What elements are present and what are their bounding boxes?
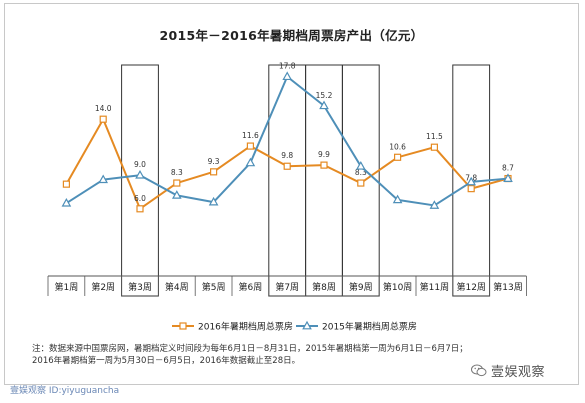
data-point-2015	[392, 194, 403, 204]
data-label-2016: 14.0	[95, 104, 112, 113]
data-label-2016: 8.3	[355, 168, 367, 177]
data-point-2016	[62, 180, 71, 188]
data-point-2015	[135, 169, 145, 179]
data-label-2015: 15.2	[316, 91, 333, 100]
x-tick-label: 第1周	[55, 281, 79, 293]
highlight-box-第9周	[341, 64, 380, 297]
footer-account: 壹娱观察 ID:yiyuguancha	[10, 386, 120, 396]
x-tick-label: 第9周	[349, 281, 373, 293]
data-point-2015	[245, 157, 256, 167]
highlight-box-第3周	[121, 64, 159, 297]
x-tick-label: 第12周	[456, 281, 485, 293]
data-label-2016: 9.3	[208, 157, 220, 166]
data-point-2016	[467, 185, 475, 193]
data-point-2016	[320, 161, 328, 169]
x-tick-label: 第7周	[275, 281, 299, 293]
data-point-2016	[99, 115, 107, 123]
data-point-2015	[429, 200, 440, 209]
chart-frame: 2015年－2016年暑期档周票房产出（亿元）	[4, 3, 579, 385]
data-label-2016: 11.6	[242, 131, 259, 140]
data-point-2016	[357, 179, 365, 187]
wechat-icon	[471, 364, 487, 377]
legend-label-1: 2015年暑期档周总票房	[322, 321, 417, 333]
data-point-2016	[430, 143, 438, 151]
data-label-2016: 9.8	[281, 151, 293, 160]
x-tick-label: 第6周	[239, 281, 263, 293]
data-label-2016: 9.9	[318, 150, 330, 159]
data-label-2015: 9.0	[134, 160, 146, 169]
data-point-2016	[394, 153, 402, 161]
chart-title: 2015年－2016年暑期档周票房产出（亿元）	[159, 28, 424, 43]
legend-marker-2016	[179, 322, 187, 330]
x-tick-label: 第8周	[312, 281, 336, 293]
x-tick-label: 第2周	[91, 281, 115, 293]
data-point-2016	[246, 142, 254, 150]
x-tick-label: 第5周	[202, 281, 226, 293]
data-label-2016: 6.0	[134, 194, 146, 203]
data-point-2016	[283, 162, 291, 170]
data-point-2016	[173, 179, 181, 187]
footnote-line-2: 2016年暑期档第一周为5月30日－6月5日，2016年数据截止至28日。	[32, 356, 301, 366]
data-point-2015	[208, 196, 219, 206]
data-point-2015	[466, 176, 477, 186]
x-tick-label: 第3周	[128, 281, 152, 293]
highlight-box-第7周	[268, 64, 307, 297]
data-point-2015	[503, 173, 513, 182]
watermark-text: 壹娱观察	[491, 365, 546, 380]
x-tick-label: 第4周	[165, 281, 189, 293]
data-point-2015	[319, 100, 329, 110]
legend-label-0: 2016年暑期档周总票房	[198, 321, 293, 333]
legend-marker-2015	[302, 320, 312, 330]
data-point-2015	[282, 71, 293, 81]
watermark: 壹娱观察	[471, 361, 545, 380]
x-tick-label: 第10周	[383, 281, 412, 293]
data-label-2016: 8.3	[171, 168, 183, 177]
data-point-2015	[61, 197, 72, 207]
data-label-2016: 10.6	[389, 142, 406, 151]
data-label-2015: 17.8	[279, 62, 296, 71]
x-tick-label: 第13周	[493, 281, 522, 293]
data-point-2016	[210, 168, 218, 176]
footnote-line-1: 注：数据来源中国票房网，暑期档定义时间段为每年6月1日－8月31日，2015年暑…	[32, 344, 468, 354]
data-point-2015	[171, 190, 182, 199]
data-point-2016	[136, 205, 144, 213]
data-label-2016: 8.7	[502, 164, 514, 173]
data-label-2016: 11.5	[426, 132, 443, 141]
data-point-2015	[98, 174, 109, 184]
x-tick-label: 第11周	[420, 281, 449, 293]
data-point-2015	[355, 161, 366, 170]
